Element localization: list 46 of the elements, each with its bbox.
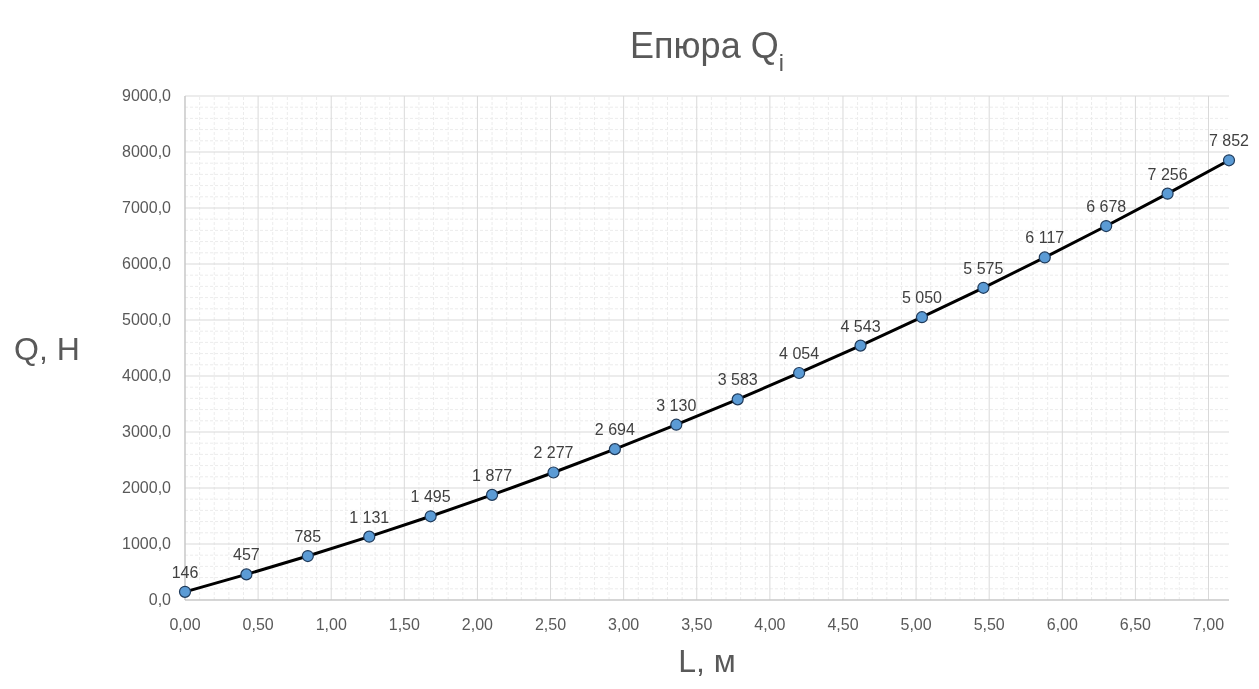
x-tick-label: 7,00 [1192, 616, 1225, 633]
y-tick-label: 3000,0 [122, 423, 172, 440]
data-label: 5 050 [901, 289, 943, 307]
x-tick-label: 5,50 [973, 616, 1005, 633]
data-label: 6 678 [1086, 198, 1127, 216]
y-tick-label: 6000,0 [122, 255, 172, 272]
y-tick-label: 0,0 [148, 591, 172, 608]
y-tick-label: 1000,0 [122, 535, 172, 552]
y-tick-label: 5000,0 [122, 311, 172, 328]
data-label: 5 575 [963, 259, 1004, 277]
data-label: 457 [233, 546, 260, 564]
x-tick-label: 5,00 [900, 616, 932, 633]
x-tick-label: 2,00 [461, 616, 494, 633]
chart-title: Епюра Q$_{i}$ [630, 25, 784, 76]
data-label: 1 131 [349, 508, 390, 526]
x-tick-label: 6,50 [1119, 616, 1152, 633]
y-tick-label: 9000,0 [122, 87, 172, 104]
x-axis-title: L, м [678, 643, 736, 679]
y-tick-label: 2000,0 [122, 479, 172, 496]
data-label: 785 [294, 528, 322, 546]
x-tick-label: 3,50 [681, 616, 713, 633]
x-tick-label: 1,50 [388, 616, 420, 633]
data-label: 4 543 [840, 317, 881, 335]
data-label: 1 495 [410, 488, 451, 506]
data-label: 4 054 [779, 344, 820, 362]
y-tick-label: 8000,0 [122, 143, 172, 160]
y-axis-title: Q, Н [14, 331, 80, 367]
data-label: 2 694 [594, 421, 635, 439]
x-tick-label: 4,50 [827, 616, 859, 633]
x-tick-label: 3,00 [608, 616, 640, 633]
y-tick-label: 4000,0 [122, 367, 172, 384]
data-label: 1 877 [472, 466, 513, 484]
data-label: 146 [171, 563, 199, 581]
data-label: 3 583 [717, 371, 758, 389]
data-label: 7 256 [1147, 165, 1188, 183]
y-tick-label: 7000,0 [122, 199, 172, 216]
data-label: 6 117 [1025, 229, 1065, 247]
x-tick-label: 6,00 [1046, 616, 1078, 633]
data-label: 2 277 [533, 444, 574, 462]
x-tick-label: 4,00 [754, 616, 786, 633]
x-tick-label: 2,50 [534, 616, 567, 633]
data-label: 7 852 [1208, 132, 1250, 150]
x-tick-label: 1,00 [315, 616, 347, 633]
x-tick-label: 0,00 [169, 616, 201, 633]
data-label: 3 130 [656, 396, 697, 414]
x-tick-label: 0,50 [242, 616, 274, 633]
